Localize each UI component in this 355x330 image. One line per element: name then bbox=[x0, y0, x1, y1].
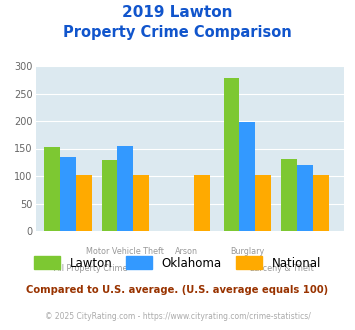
Bar bbox=[118, 146, 133, 231]
Bar bbox=[102, 159, 118, 231]
Legend: Lawton, Oklahoma, National: Lawton, Oklahoma, National bbox=[29, 252, 326, 275]
Text: Property Crime Comparison: Property Crime Comparison bbox=[63, 25, 292, 40]
Bar bbox=[194, 175, 210, 231]
Bar bbox=[44, 147, 60, 231]
Text: Motor Vehicle Theft: Motor Vehicle Theft bbox=[86, 248, 164, 256]
Bar bbox=[76, 175, 92, 231]
Text: Larceny & Theft: Larceny & Theft bbox=[250, 264, 314, 273]
Bar bbox=[133, 175, 149, 231]
Text: Compared to U.S. average. (U.S. average equals 100): Compared to U.S. average. (U.S. average … bbox=[26, 285, 329, 295]
Text: © 2025 CityRating.com - https://www.cityrating.com/crime-statistics/: © 2025 CityRating.com - https://www.city… bbox=[45, 312, 310, 321]
Bar bbox=[297, 165, 313, 231]
Bar bbox=[224, 78, 240, 231]
Bar bbox=[313, 175, 328, 231]
Bar bbox=[240, 121, 255, 231]
Text: 2019 Lawton: 2019 Lawton bbox=[122, 5, 233, 20]
Text: Burglary: Burglary bbox=[230, 248, 264, 256]
Bar bbox=[60, 157, 76, 231]
Text: All Property Crime: All Property Crime bbox=[54, 264, 127, 273]
Bar bbox=[255, 175, 271, 231]
Text: Arson: Arson bbox=[175, 248, 198, 256]
Bar bbox=[281, 159, 297, 231]
